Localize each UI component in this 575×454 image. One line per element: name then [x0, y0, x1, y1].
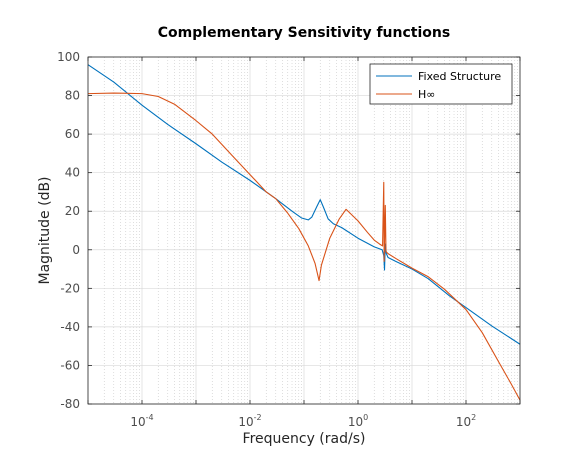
- series-layer: [87, 64, 521, 401]
- legend: Fixed Structure H∞: [369, 63, 513, 105]
- y-tick-label: 40: [65, 166, 80, 180]
- y-tick-label: -40: [60, 320, 80, 334]
- x-tick-label: 10-2: [238, 413, 261, 429]
- ticks-layer: -80 -60 -40 -20 0 20 40 60 80 100 10-4 10-2 100 102: [57, 50, 521, 429]
- series-line-1: [87, 64, 521, 345]
- y-tick-label: 80: [65, 89, 80, 103]
- chart-title: Complementary Sensitivity functions: [158, 25, 450, 41]
- y-tick-label: -20: [60, 281, 80, 295]
- legend-label-1: Fixed Structure: [418, 70, 501, 83]
- y-tick-label: -80: [60, 397, 80, 411]
- y-tick-label: 60: [65, 127, 80, 141]
- minor-grid: [103, 57, 518, 404]
- y-tick-label: 20: [65, 204, 80, 218]
- legend-label-2: H∞: [418, 88, 435, 101]
- y-axis-label: Magnitude (dB): [37, 176, 53, 284]
- legend-box: [369, 63, 513, 105]
- x-tick-label: 102: [456, 413, 476, 429]
- y-tick-label: -60: [60, 358, 80, 372]
- y-tick-label: 100: [57, 50, 80, 64]
- x-tick-label: 100: [348, 413, 368, 429]
- x-axis-label: Frequency (rad/s): [243, 431, 366, 447]
- series-line-2: [87, 92, 521, 401]
- y-tick-label: 0: [72, 243, 80, 257]
- x-tick-label: 10-4: [130, 413, 153, 429]
